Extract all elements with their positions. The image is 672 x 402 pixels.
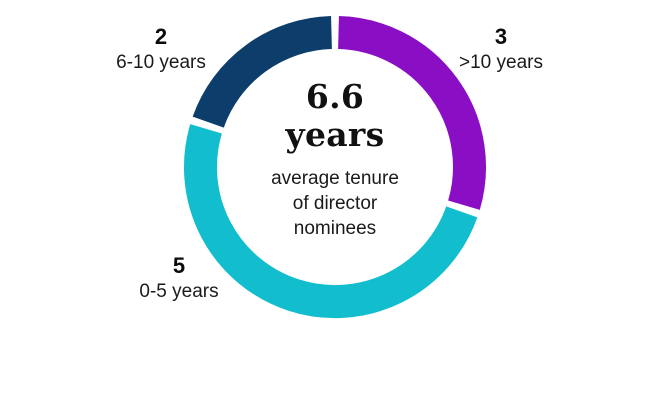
donut-segment-6-10-years[interactable] (192, 16, 333, 129)
callout-6-10-years: 2 6-10 years (97, 24, 225, 76)
callout-gt10-years-count: 3 (494, 24, 508, 49)
callout-gt10-years-label: >10 years (459, 52, 543, 73)
callout-0-5-years: 5 0-5 years (115, 253, 243, 305)
callout-6-10-years-count: 2 (154, 24, 168, 49)
donut-segment-gt10-years[interactable] (337, 16, 486, 210)
callout-6-10-years-label: 6-10 years (116, 52, 206, 73)
callout-0-5-years-label: 0-5 years (139, 281, 219, 302)
callout-gt10-years: 3 >10 years (437, 24, 565, 76)
donut-segment-0-5-years[interactable] (183, 124, 478, 319)
callout-0-5-years-count: 5 (172, 253, 186, 278)
